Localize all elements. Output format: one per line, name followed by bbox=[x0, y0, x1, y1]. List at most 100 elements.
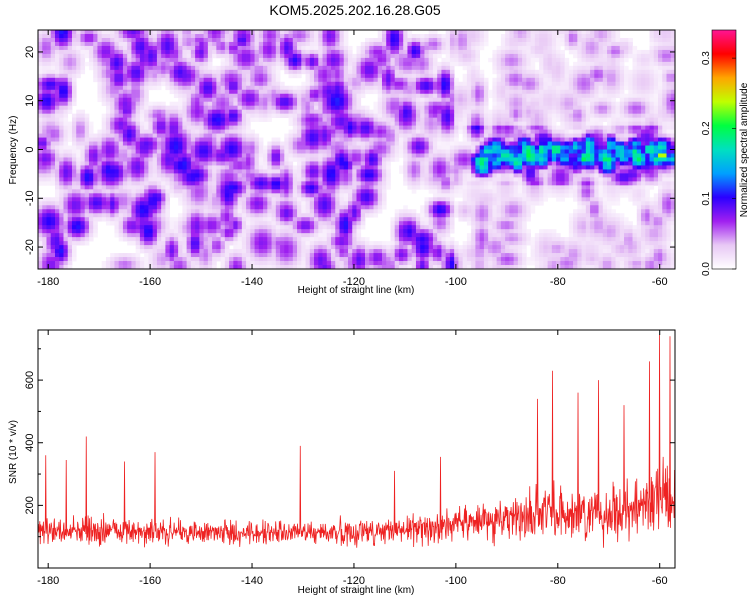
heatmap-cell bbox=[378, 197, 383, 201]
heatmap-cell bbox=[59, 70, 64, 74]
heatmap-cell bbox=[246, 189, 251, 193]
heatmap-cell bbox=[59, 261, 64, 265]
heatmap-cell bbox=[403, 42, 408, 46]
heatmap-cell bbox=[59, 165, 64, 169]
heatmap-cell bbox=[348, 173, 353, 177]
heatmap-cell bbox=[97, 157, 102, 161]
heatmap-cell bbox=[170, 30, 175, 34]
heatmap-cell bbox=[63, 98, 68, 102]
heatmap-cell bbox=[110, 213, 115, 217]
heatmap-cell bbox=[55, 217, 60, 221]
heatmap-cell bbox=[72, 74, 77, 78]
heatmap-cell bbox=[110, 153, 115, 157]
heatmap-cell bbox=[242, 241, 247, 245]
heatmap-cell bbox=[365, 169, 370, 173]
heatmap-cell bbox=[280, 249, 285, 253]
heatmap-cell bbox=[352, 146, 357, 150]
heatmap-cell bbox=[263, 225, 268, 229]
heatmap-cell bbox=[72, 205, 77, 209]
heatmap-cell bbox=[323, 30, 328, 34]
heatmap-cell bbox=[310, 169, 315, 173]
heatmap-cell bbox=[153, 261, 158, 265]
heatmap-cell bbox=[403, 86, 408, 90]
heatmap-cell bbox=[314, 90, 319, 94]
heatmap-cell bbox=[178, 237, 183, 241]
heatmap-cell bbox=[153, 237, 158, 241]
heatmap-cell bbox=[225, 157, 230, 161]
heatmap-cell bbox=[199, 165, 204, 169]
heatmap-cell bbox=[68, 201, 73, 205]
heatmap-cell bbox=[267, 58, 272, 62]
heatmap-cell bbox=[276, 197, 281, 201]
heatmap-cell bbox=[195, 241, 200, 245]
heatmap-cell bbox=[216, 138, 221, 142]
heatmap-cell bbox=[178, 201, 183, 205]
heatmap-cell bbox=[412, 90, 417, 94]
heatmap-cell bbox=[46, 197, 51, 201]
heatmap-cell bbox=[238, 34, 243, 38]
heatmap-cell bbox=[199, 94, 204, 98]
heatmap-cell bbox=[136, 177, 141, 181]
heatmap-cell bbox=[255, 173, 260, 177]
heatmap-cell bbox=[403, 157, 408, 161]
heatmap-cell bbox=[221, 70, 226, 74]
heatmap-cell bbox=[127, 142, 132, 146]
heatmap-cell bbox=[212, 153, 217, 157]
heatmap-cell bbox=[187, 201, 192, 205]
heatmap-cell bbox=[263, 193, 268, 197]
heatmap-cell bbox=[361, 90, 366, 94]
heatmap-cell bbox=[233, 201, 238, 205]
heatmap-cell bbox=[208, 54, 213, 58]
heatmap-cell bbox=[157, 177, 162, 181]
heatmap-cell bbox=[323, 102, 328, 106]
heatmap-cell bbox=[80, 70, 85, 74]
heatmap-cell bbox=[314, 98, 319, 102]
heatmap-cell bbox=[331, 209, 336, 213]
heatmap-cell bbox=[76, 110, 81, 114]
heatmap-cell bbox=[297, 94, 302, 98]
heatmap-cell bbox=[323, 189, 328, 193]
heatmap-cell bbox=[378, 181, 383, 185]
heatmap-cell bbox=[157, 229, 162, 233]
heatmap-cell bbox=[238, 82, 243, 86]
heatmap-cell bbox=[63, 229, 68, 233]
heatmap-cell bbox=[335, 126, 340, 130]
heatmap-cell bbox=[76, 225, 81, 229]
heatmap-cell bbox=[208, 82, 213, 86]
heatmap-cell bbox=[72, 157, 77, 161]
heatmap-cell bbox=[348, 205, 353, 209]
heatmap-cell bbox=[340, 253, 345, 257]
heatmap-cell bbox=[395, 217, 400, 221]
heatmap-cell bbox=[259, 106, 264, 110]
heatmap-cell bbox=[148, 50, 153, 54]
heatmap-cell bbox=[369, 86, 374, 90]
heatmap-cell bbox=[148, 189, 153, 193]
heatmap-cell bbox=[348, 237, 353, 241]
heatmap-cell bbox=[386, 122, 391, 126]
heatmap-cell bbox=[395, 54, 400, 58]
heatmap-cell bbox=[348, 146, 353, 150]
heatmap-cell bbox=[106, 42, 111, 46]
heatmap-cell bbox=[378, 205, 383, 209]
heatmap-cell bbox=[204, 225, 209, 229]
heatmap-cell bbox=[161, 213, 166, 217]
heatmap-cell bbox=[407, 261, 412, 265]
heatmap-cell bbox=[178, 229, 183, 233]
heatmap-cell bbox=[63, 126, 68, 130]
heatmap-cell bbox=[170, 193, 175, 197]
heatmap-cell bbox=[212, 94, 217, 98]
heatmap-cell bbox=[297, 46, 302, 50]
heatmap-cell bbox=[289, 221, 294, 225]
heatmap-cell bbox=[263, 86, 268, 90]
heatmap-cell bbox=[178, 110, 183, 114]
heatmap-cell bbox=[306, 165, 311, 169]
heatmap-cell bbox=[255, 50, 260, 54]
heatmap-cell bbox=[407, 181, 412, 185]
heatmap-cell bbox=[72, 118, 77, 122]
heatmap-cell bbox=[51, 58, 56, 62]
heatmap-cell bbox=[144, 213, 149, 217]
heatmap-cell bbox=[267, 229, 272, 233]
heatmap-cell bbox=[293, 86, 298, 90]
heatmap-cell bbox=[378, 110, 383, 114]
heatmap-cell bbox=[80, 189, 85, 193]
